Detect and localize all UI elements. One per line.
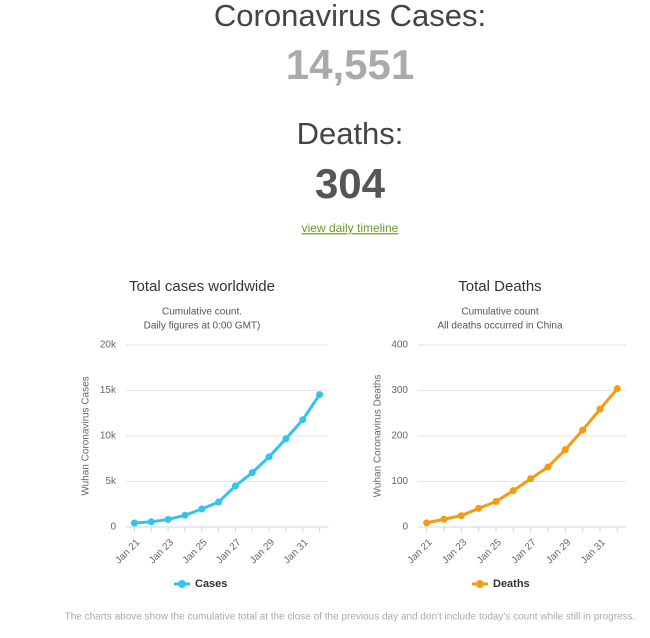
point: [457, 512, 465, 520]
point: [440, 515, 448, 523]
deaths-value: 304: [315, 160, 386, 207]
y-tick-label: 10k: [100, 431, 117, 442]
point: [181, 511, 189, 519]
chart-subtitle: Cumulative count: [461, 307, 538, 318]
point: [475, 504, 483, 512]
x-tick-label: Jan 31: [579, 537, 608, 566]
footer-note: The charts above show the cumulative tot…: [65, 612, 636, 623]
legend-label: Cases: [195, 578, 227, 590]
y-tick-label: 200: [391, 431, 408, 442]
y-axis-label: Wuhan Coronavirus Deaths: [373, 375, 384, 498]
point: [561, 446, 569, 454]
x-tick-label: Jan 29: [544, 537, 573, 566]
series-line: [134, 393, 321, 525]
cases-label: Coronavirus Cases:: [214, 0, 486, 33]
point: [248, 469, 256, 477]
timeline-link[interactable]: view daily timeline: [302, 221, 399, 235]
point: [265, 453, 273, 461]
legend-marker: [476, 580, 484, 588]
point: [130, 519, 138, 527]
y-tick-label: 20k: [100, 340, 117, 351]
y-tick-label: 0: [110, 522, 116, 533]
point: [509, 487, 517, 495]
legend-marker: [178, 580, 186, 588]
x-tick-label: Jan 25: [475, 537, 504, 566]
legend-label: Deaths: [493, 578, 530, 590]
point: [544, 463, 552, 471]
x-tick-label: Jan 31: [282, 537, 311, 566]
x-tick-label: Jan 29: [248, 537, 277, 566]
point: [164, 515, 172, 523]
point: [282, 435, 290, 443]
y-axis-label: Wuhan Coronavirus Cases: [81, 376, 92, 495]
x-tick-label: Jan 25: [181, 537, 210, 566]
x-tick-label: Jan 21: [406, 537, 435, 566]
x-tick-label: Jan 27: [510, 537, 539, 566]
y-tick-label: 400: [391, 340, 408, 351]
y-tick-label: 15k: [100, 385, 117, 396]
point: [316, 391, 324, 399]
chart-title: Total cases worldwide: [129, 278, 275, 295]
x-tick-label: Jan 23: [440, 537, 469, 566]
point: [147, 518, 155, 526]
cases-value: 14,551: [286, 41, 414, 88]
point: [231, 482, 239, 490]
point: [613, 385, 621, 393]
chart-title: Total Deaths: [458, 278, 541, 295]
deaths-label: Deaths:: [297, 116, 404, 151]
point: [492, 498, 500, 506]
chart-subtitle: Daily figures at 0:00 GMT): [144, 321, 261, 332]
point: [527, 475, 535, 483]
point: [596, 405, 604, 413]
point: [579, 426, 587, 434]
point: [198, 505, 206, 513]
x-tick-label: Jan 27: [214, 537, 243, 566]
point: [299, 416, 307, 424]
y-tick-label: 5k: [105, 476, 117, 487]
y-tick-label: 300: [391, 385, 408, 396]
chart-subtitle: Cumulative count.: [162, 307, 242, 318]
point: [215, 498, 223, 506]
chart-subtitle: All deaths occurred in China: [437, 321, 563, 332]
x-tick-label: Jan 21: [113, 537, 142, 566]
point: [423, 519, 431, 527]
series-line: [426, 387, 619, 525]
y-tick-label: 0: [402, 522, 408, 533]
x-tick-label: Jan 23: [147, 537, 176, 566]
y-tick-label: 100: [391, 476, 408, 487]
